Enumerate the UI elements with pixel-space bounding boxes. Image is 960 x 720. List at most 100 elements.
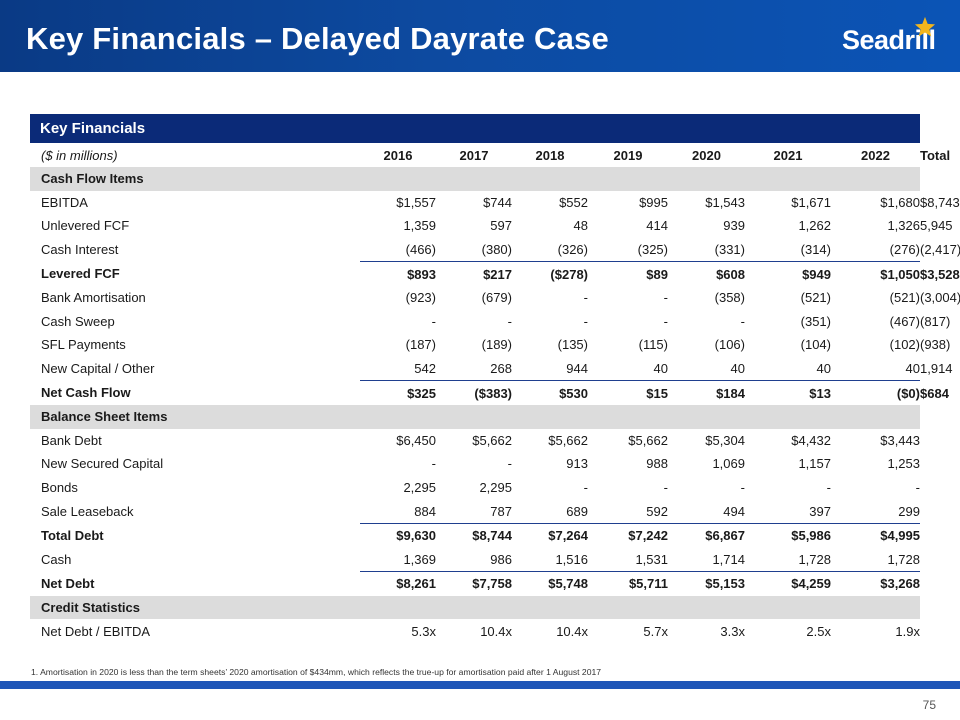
value-cell: (102) [889, 337, 920, 353]
row-label: Levered FCF [41, 266, 120, 282]
section-title: Balance Sheet Items [30, 404, 206, 429]
value-cell: $1,557 [396, 194, 436, 210]
value-cell: 884 [414, 503, 436, 519]
value-cell: - [740, 313, 745, 329]
value-cell: 2,295 [479, 480, 512, 496]
banner-title: Key Financials [40, 120, 146, 137]
value-cell: (104) [800, 337, 831, 353]
value-cell: - [583, 290, 588, 306]
spacer-cell [206, 476, 360, 500]
section-fill [436, 404, 512, 429]
units-label: ($ in millions) [41, 147, 118, 163]
value-cell: - [663, 313, 668, 329]
section-fill [360, 167, 436, 191]
spacer-cell [206, 143, 360, 167]
year-header: 2017 [459, 147, 489, 163]
spacer-cell [206, 191, 360, 215]
row-label: Net Cash Flow [41, 385, 131, 401]
spacer-cell [206, 572, 360, 596]
value-cell: 988 [646, 456, 668, 472]
year-header: 2016 [383, 147, 413, 163]
value-cell: (187) [405, 337, 436, 353]
table-row: Total Debt $9,630 $8,744 $7,264 $7,242 $6,867… [30, 522, 920, 548]
value-cell: (466) [405, 242, 436, 258]
value-cell: 3.3x [720, 623, 745, 639]
value-cell: - [915, 480, 920, 496]
value-cell: (115) [638, 337, 668, 353]
value-cell: $5,986 [745, 522, 831, 548]
value-cell: (467) [889, 313, 920, 329]
table-row: New Capital / Other 542 268 944 40 40 40 40 1,91… [30, 357, 953, 381]
value-cell: ($0) [831, 380, 920, 405]
value-cell: (189) [481, 337, 512, 353]
value-cell: 5.3x [411, 623, 436, 639]
section-fill [360, 404, 436, 429]
spacer-cell [206, 452, 360, 476]
value-cell: $1,050 [831, 261, 920, 286]
value-cell: (521) [800, 290, 831, 306]
value-cell: 597 [490, 218, 512, 234]
section-fill [360, 595, 436, 620]
value-cell: $3,443 [880, 432, 920, 448]
section-fill [831, 404, 920, 429]
value-cell: 1,728 [887, 551, 920, 567]
value-cell: 787 [490, 503, 512, 519]
row-label: EBITDA [41, 194, 88, 210]
value-cell: (106) [714, 337, 745, 353]
value-cell: 542 [414, 361, 436, 377]
row-label: Total Debt [41, 527, 104, 543]
table-row: EBITDA $1,557 $744 $552 $995 $1,543 $1,671 $1,6… [30, 191, 960, 215]
value-cell: (314) [800, 242, 831, 258]
value-cell: $5,662 [628, 432, 668, 448]
value-cell: $8,261 [360, 571, 436, 596]
value-cell: 1,253 [887, 456, 920, 472]
section-title: Credit Statistics [30, 595, 206, 620]
section-fill [831, 595, 920, 620]
spacer-cell [206, 429, 360, 453]
value-cell: $1,680 [880, 194, 920, 210]
spacer-cell [206, 333, 360, 357]
header-row: ($ in millions) 2016 2017 2018 2019 2020 2021 2… [30, 143, 950, 167]
value-cell: 40 [816, 361, 831, 377]
value-cell: $9,630 [360, 522, 436, 548]
value-cell: 913 [566, 456, 588, 472]
value-cell: 299 [898, 503, 920, 519]
section-fill [668, 595, 745, 620]
value-cell: $5,748 [512, 571, 588, 596]
value-cell: 689 [566, 503, 588, 519]
logo-text: Seadrill [842, 25, 936, 55]
value-cell: $608 [668, 261, 745, 286]
value-cell: 40 [730, 361, 745, 377]
page-number: 75 [922, 698, 936, 712]
section-row: Balance Sheet Items [30, 404, 920, 429]
footer-bar [0, 681, 960, 689]
value-cell: $5,153 [668, 571, 745, 596]
section-fill [206, 167, 360, 191]
spacer-cell [206, 548, 360, 572]
value-cell: ($278) [512, 261, 588, 286]
value-cell: 1,262 [798, 218, 831, 234]
section-fill [436, 167, 512, 191]
value-cell: 2,295 [403, 480, 436, 496]
value-cell: $949 [745, 261, 831, 286]
value-cell: 1,728 [798, 551, 831, 567]
star-icon [914, 16, 936, 37]
spacer-cell [206, 262, 360, 286]
key-financials-table: ($ in millions) 2016 2017 2018 2019 2020 2021 2… [30, 143, 960, 643]
value-cell: 397 [809, 503, 831, 519]
spacer-cell [206, 381, 360, 405]
section-title: Cash Flow Items [30, 167, 206, 191]
value-cell: (679) [481, 290, 512, 306]
row-label: Net Debt / EBITDA [41, 623, 151, 639]
value-cell: 40 [905, 361, 920, 377]
value-cell: 494 [723, 503, 745, 519]
value-cell: 1,369 [403, 551, 436, 567]
table-row: Levered FCF $893 $217 ($278) $89 $608 $949 $1,0… [30, 261, 960, 286]
key-financials-banner: Key Financials [30, 114, 920, 143]
value-cell: 986 [490, 551, 512, 567]
spacer-cell [206, 310, 360, 334]
section-fill [745, 167, 831, 191]
row-label: New Capital / Other [41, 361, 155, 377]
section-fill [206, 404, 360, 429]
value-cell: - [583, 313, 588, 329]
